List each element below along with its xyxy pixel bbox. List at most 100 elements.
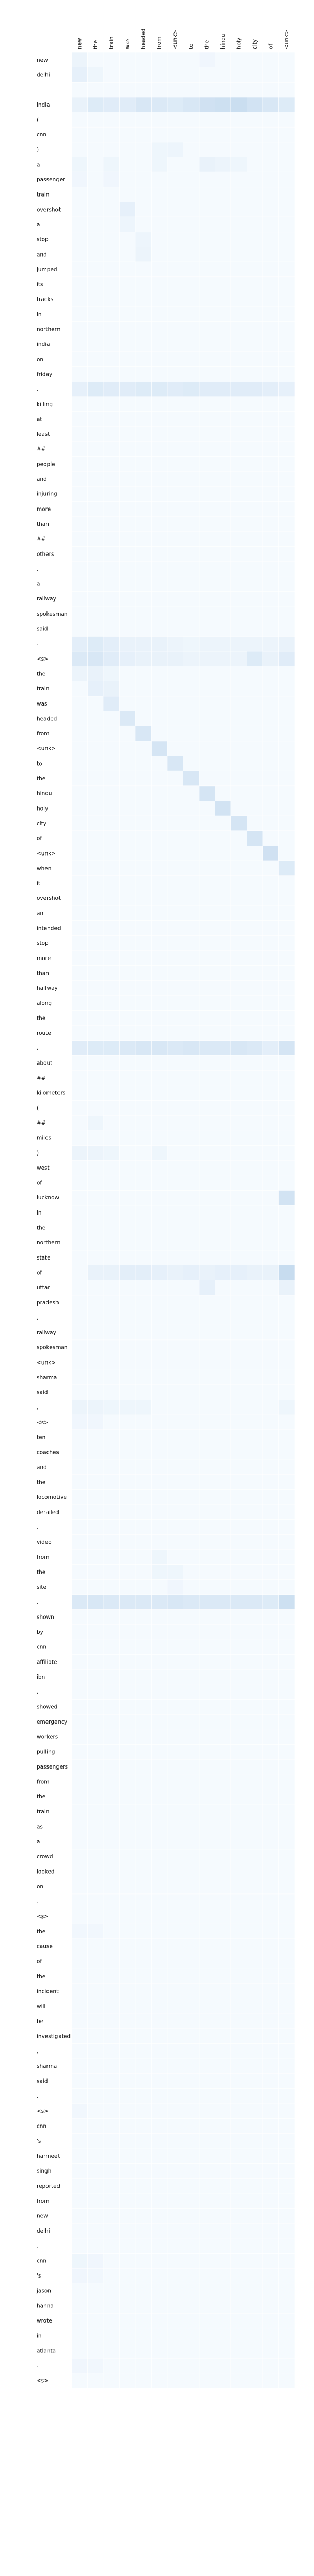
heatmap-cell bbox=[278, 1459, 295, 1475]
heatmap-cell bbox=[87, 1893, 104, 1909]
heatmap-cell bbox=[87, 1175, 104, 1191]
heatmap-cell bbox=[167, 1175, 183, 1191]
heatmap-cell bbox=[151, 381, 168, 397]
heatmap-cell bbox=[230, 2208, 247, 2224]
heatmap-cell bbox=[87, 1414, 104, 1430]
heatmap-cell bbox=[183, 1445, 200, 1460]
heatmap-cell bbox=[215, 82, 231, 98]
heatmap-cell bbox=[119, 1070, 136, 1086]
heatmap-cell bbox=[87, 2163, 104, 2179]
heatmap-cell bbox=[167, 2208, 183, 2224]
heatmap-cell bbox=[262, 351, 279, 367]
heatmap-cell bbox=[135, 2073, 152, 2089]
x-tick-label: <unk> bbox=[172, 30, 178, 49]
heatmap-cell bbox=[247, 321, 263, 337]
heatmap-cell bbox=[167, 681, 183, 697]
heatmap-cell bbox=[199, 187, 215, 202]
heatmap-cell bbox=[183, 126, 200, 143]
heatmap-cell bbox=[71, 187, 88, 202]
heatmap-cell bbox=[247, 1115, 263, 1131]
heatmap-cell bbox=[183, 261, 200, 278]
heatmap-cell bbox=[199, 142, 215, 157]
heatmap-cell bbox=[199, 411, 215, 427]
heatmap-cell bbox=[183, 860, 200, 876]
heatmap-cell bbox=[167, 516, 183, 532]
heatmap-cell bbox=[199, 2268, 215, 2284]
heatmap-cell bbox=[71, 1145, 88, 1161]
heatmap-cell bbox=[199, 1999, 215, 2014]
y-tick-label: ## bbox=[37, 536, 46, 542]
heatmap-cell bbox=[71, 1414, 88, 1430]
heatmap-cell bbox=[183, 1909, 200, 1924]
heatmap-cell bbox=[183, 1759, 200, 1775]
heatmap-cell bbox=[119, 1324, 136, 1341]
heatmap-cell bbox=[87, 142, 104, 157]
heatmap-cell bbox=[247, 2013, 263, 2029]
y-tick-label: new bbox=[37, 2213, 48, 2219]
heatmap-cell bbox=[199, 1414, 215, 1430]
heatmap-cell bbox=[87, 1864, 104, 1879]
heatmap-cell bbox=[199, 1040, 215, 1056]
heatmap-cell bbox=[215, 187, 231, 202]
heatmap-cell bbox=[119, 1355, 136, 1370]
heatmap-cell bbox=[103, 681, 120, 697]
heatmap-cell bbox=[278, 1729, 295, 1745]
heatmap-cell bbox=[230, 2103, 247, 2119]
y-tick-label: on bbox=[37, 356, 43, 363]
heatmap-cell bbox=[119, 471, 136, 487]
heatmap-cell bbox=[247, 1759, 263, 1775]
heatmap-cell bbox=[199, 1834, 215, 1850]
heatmap-cell bbox=[71, 67, 88, 83]
heatmap-cell bbox=[278, 1893, 295, 1909]
heatmap-cell bbox=[103, 2028, 120, 2044]
heatmap-cell bbox=[135, 830, 152, 846]
heatmap-cell bbox=[247, 247, 263, 262]
heatmap-cell bbox=[278, 801, 295, 816]
heatmap-cell bbox=[135, 2223, 152, 2239]
heatmap-cell bbox=[247, 1504, 263, 1520]
heatmap-cell bbox=[119, 2013, 136, 2029]
heatmap-cell bbox=[278, 1639, 295, 1655]
heatmap-cell bbox=[135, 1384, 152, 1400]
heatmap-cell bbox=[230, 1205, 247, 1221]
heatmap-cell bbox=[278, 1609, 295, 1625]
heatmap-cell bbox=[183, 1714, 200, 1730]
y-tick-label: pradesh bbox=[37, 1300, 59, 1306]
heatmap-cell bbox=[262, 725, 279, 742]
heatmap-cell bbox=[278, 756, 295, 771]
heatmap-cell bbox=[119, 576, 136, 592]
heatmap-cell bbox=[230, 1025, 247, 1041]
heatmap-cell bbox=[103, 1519, 120, 1535]
heatmap-cell bbox=[135, 725, 152, 742]
heatmap-cell bbox=[119, 1175, 136, 1191]
heatmap-cell bbox=[230, 1190, 247, 1206]
heatmap-cell bbox=[103, 770, 120, 787]
heatmap-cell bbox=[135, 1684, 152, 1700]
heatmap-cell bbox=[278, 456, 295, 472]
y-tick-label: miles bbox=[37, 1135, 51, 1141]
heatmap-cell bbox=[103, 1190, 120, 1206]
y-tick-label: passenger bbox=[37, 177, 65, 183]
heatmap-cell bbox=[103, 950, 120, 966]
heatmap-cell bbox=[215, 935, 231, 951]
heatmap-cell bbox=[71, 2178, 88, 2194]
heatmap-cell bbox=[119, 1474, 136, 1490]
heatmap-cell bbox=[278, 471, 295, 487]
heatmap-cell bbox=[71, 2268, 88, 2284]
heatmap-cell bbox=[230, 261, 247, 278]
heatmap-cell bbox=[151, 366, 168, 382]
heatmap-cell bbox=[71, 785, 88, 801]
heatmap-cell bbox=[199, 666, 215, 681]
heatmap-cell bbox=[103, 2358, 120, 2374]
heatmap-cell bbox=[167, 965, 183, 981]
heatmap-cell bbox=[167, 2088, 183, 2104]
heatmap-cell bbox=[278, 306, 295, 322]
heatmap-cell bbox=[199, 2148, 215, 2164]
heatmap-cell bbox=[135, 202, 152, 217]
heatmap-cell bbox=[119, 920, 136, 936]
heatmap-cell bbox=[262, 187, 279, 202]
heatmap-cell bbox=[262, 1100, 279, 1116]
heatmap-cell bbox=[71, 1654, 88, 1670]
heatmap-cell bbox=[119, 1459, 136, 1475]
heatmap-cell bbox=[167, 202, 183, 217]
